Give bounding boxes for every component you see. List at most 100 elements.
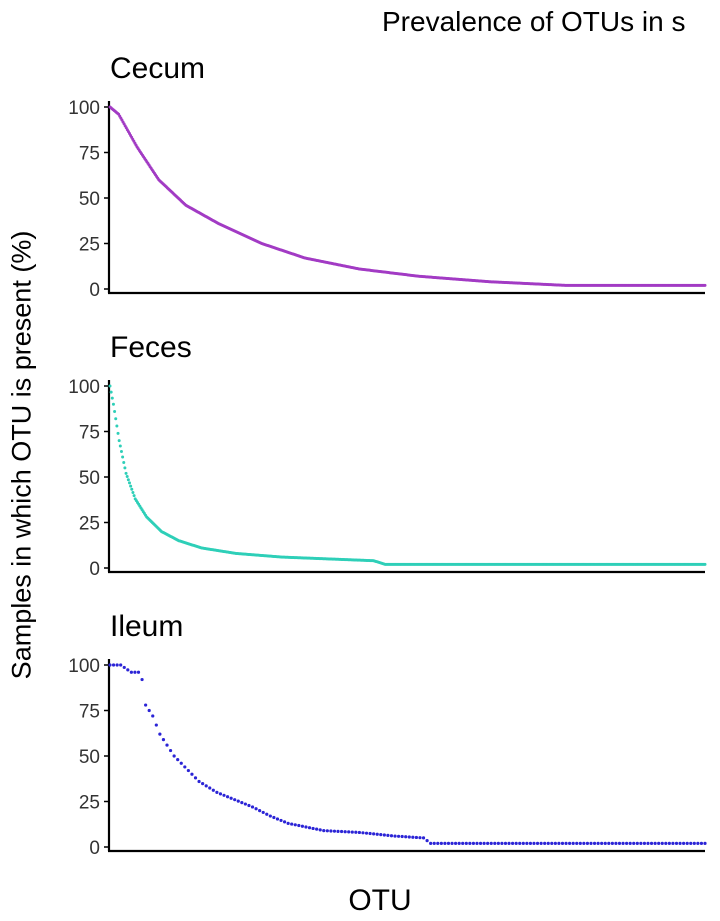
data-point: [682, 841, 686, 845]
data-point: [347, 830, 351, 834]
data-point: [322, 829, 326, 833]
data-point: [585, 841, 590, 845]
data-point: [521, 841, 525, 845]
y-tick-label: 25: [79, 793, 100, 814]
data-point: [127, 481, 131, 485]
data-point: [446, 841, 451, 845]
data-point: [703, 841, 707, 845]
data-point: [496, 841, 500, 845]
data-point: [179, 761, 183, 765]
data-point: [642, 841, 647, 845]
data-point: [154, 723, 158, 727]
data-point: [429, 841, 433, 845]
data-point: [592, 841, 597, 845]
data-point: [268, 814, 272, 818]
y-tick-label: 0: [89, 280, 100, 301]
data-point: [674, 841, 679, 845]
data-point: [439, 841, 443, 845]
data-point: [568, 841, 572, 845]
data-point: [628, 841, 632, 845]
y-tick-label: 75: [79, 423, 100, 444]
data-point: [254, 807, 258, 811]
data-point: [639, 841, 643, 845]
data-point: [307, 826, 312, 830]
data-point: [186, 768, 190, 773]
panel-title-ileum: Ileum: [110, 610, 184, 643]
data-point: [478, 841, 483, 845]
panel-title-feces: Feces: [110, 331, 192, 364]
data-point: [208, 786, 212, 790]
data-point: [703, 283, 707, 287]
data-point: [389, 834, 394, 838]
y-tick-label: 50: [79, 747, 100, 768]
data-point: [617, 841, 622, 845]
data-point: [304, 825, 308, 829]
data-point: [201, 782, 205, 786]
data-point: [553, 841, 557, 845]
data-point: [240, 800, 244, 805]
data-point: [282, 820, 287, 824]
y-tick-label: 25: [79, 514, 100, 535]
data-point: [111, 663, 116, 667]
data-point: [236, 799, 240, 803]
data-point: [261, 810, 265, 815]
data-point: [532, 841, 536, 845]
data-point: [172, 754, 176, 758]
data-point: [258, 809, 262, 813]
data-point: [119, 450, 123, 454]
data-point: [471, 841, 476, 845]
data-point: [158, 732, 162, 736]
data-point: [649, 841, 654, 845]
data-point: [354, 830, 358, 834]
data-point: [436, 841, 440, 845]
data-point: [265, 812, 269, 816]
data-point: [411, 835, 415, 839]
data-point: [625, 841, 629, 845]
data-point: [109, 390, 113, 394]
data-point: [336, 829, 340, 833]
data-point: [703, 562, 707, 566]
data-point: [229, 796, 233, 800]
data-point: [325, 829, 329, 833]
data-point: [368, 831, 372, 836]
data-point: [564, 841, 568, 845]
data-point: [582, 841, 586, 845]
data-point: [557, 841, 561, 845]
y-tick-label: 100: [68, 377, 100, 398]
data-point: [525, 841, 529, 845]
data-point: [118, 444, 122, 448]
data-point: [546, 841, 550, 845]
data-point: [560, 841, 565, 845]
data-point: [635, 841, 639, 845]
data-point: [518, 841, 522, 845]
panel-title-cecum: Cecum: [110, 52, 206, 85]
data-point: [364, 831, 369, 835]
data-point: [108, 384, 112, 388]
data-point: [396, 834, 401, 838]
y-tick-label: 0: [89, 559, 100, 580]
data-point: [664, 841, 668, 845]
data-point: [113, 409, 117, 413]
data-point: [393, 834, 397, 838]
data-point: [372, 832, 376, 836]
data-point: [132, 494, 136, 498]
data-point: [461, 841, 465, 845]
data-point: [550, 841, 554, 845]
data-point: [133, 670, 137, 674]
data-point: [571, 841, 575, 845]
data-point: [339, 829, 344, 834]
data-point: [539, 841, 543, 845]
data-point: [129, 670, 133, 674]
data-point: [140, 677, 144, 682]
data-point: [489, 841, 493, 845]
data-point: [653, 841, 657, 845]
data-point: [218, 792, 223, 796]
data-point: [111, 402, 115, 406]
data-point: [578, 841, 582, 845]
data-point: [607, 841, 611, 845]
data-point: [404, 835, 408, 839]
data-point: [514, 841, 518, 845]
data-point: [603, 841, 607, 845]
